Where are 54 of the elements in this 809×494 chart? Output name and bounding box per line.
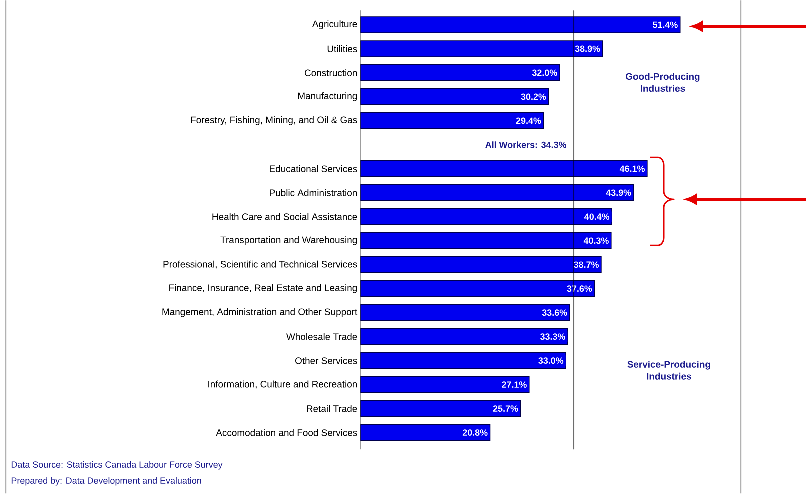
y-tick-label: Public Administration <box>270 189 358 196</box>
y-tick-label: Mangement, Administration and Other Support <box>162 308 358 318</box>
bar <box>360 208 612 226</box>
bar <box>360 280 596 298</box>
ref-line-label: All Workers: 34.3% <box>486 142 567 148</box>
y-tick-label: Accomodation and Food Services <box>216 429 358 436</box>
source-note: Data Source: Statistics Canada Labour Force Survey <box>12 461 223 470</box>
y-tick-label: Agriculture <box>312 20 358 30</box>
bar <box>360 184 634 202</box>
y-tick-label: Forestry, Fishing, Mining, and Oil & Gas <box>191 116 358 126</box>
bar <box>360 112 544 130</box>
y-tick-label: Educational Services <box>270 165 358 172</box>
bar <box>360 328 568 346</box>
data-label: 33.0% <box>538 358 564 364</box>
bar <box>360 160 648 178</box>
bar <box>360 88 550 106</box>
data-label: 38.9% <box>575 46 600 52</box>
data-label: 40.3% <box>584 238 609 244</box>
data-label: 38.7% <box>574 262 600 268</box>
bar <box>360 40 604 58</box>
y-tick-label: Finance, Insurance, Real Estate and Leasing <box>170 284 358 294</box>
data-label: 27.1% <box>502 382 527 388</box>
data-label: 51.4% <box>653 22 678 28</box>
y-tick-label: Health Care and Social Assistance <box>212 213 358 220</box>
y-tick-label: Information, Culture and Recreation <box>208 380 358 389</box>
data-label: 33.3% <box>540 334 566 340</box>
bar <box>360 256 602 274</box>
data-label: 30.2% <box>521 94 546 100</box>
annotation: Service-Producing Industries <box>628 360 710 380</box>
bar <box>360 64 560 82</box>
data-label: 25.7% <box>493 406 518 412</box>
data-label: 29.4% <box>516 118 542 124</box>
bar <box>360 352 566 370</box>
y-tick-label: Professional, Scientific and Technical Services <box>164 260 358 269</box>
y-tick-label: Utilities <box>328 45 358 52</box>
y-tick-label: Other Services <box>296 357 358 364</box>
data-label: 46.1% <box>620 166 645 172</box>
data-label: 43.9% <box>606 190 632 196</box>
bar <box>360 304 570 322</box>
data-label: 32.0% <box>532 70 558 76</box>
data-label: 33.6% <box>542 310 568 316</box>
y-tick-label: Manufacturing <box>298 92 358 102</box>
bar <box>360 16 681 34</box>
y-tick-label: Transportation and Warehousing <box>220 236 358 246</box>
y-tick-label: Wholesale Trade <box>286 333 358 340</box>
bar <box>360 376 530 394</box>
data-label: 40.4% <box>584 214 610 220</box>
annotation: Good-Producing Industries <box>626 73 700 92</box>
data-label: 20.8% <box>462 430 488 436</box>
y-tick-label: Retail Trade <box>307 405 358 412</box>
text: Prepared by: Data Development and Evaluation <box>12 477 202 486</box>
y-tick-label: Construction <box>305 69 358 76</box>
bar <box>360 232 612 250</box>
bar <box>360 400 522 418</box>
